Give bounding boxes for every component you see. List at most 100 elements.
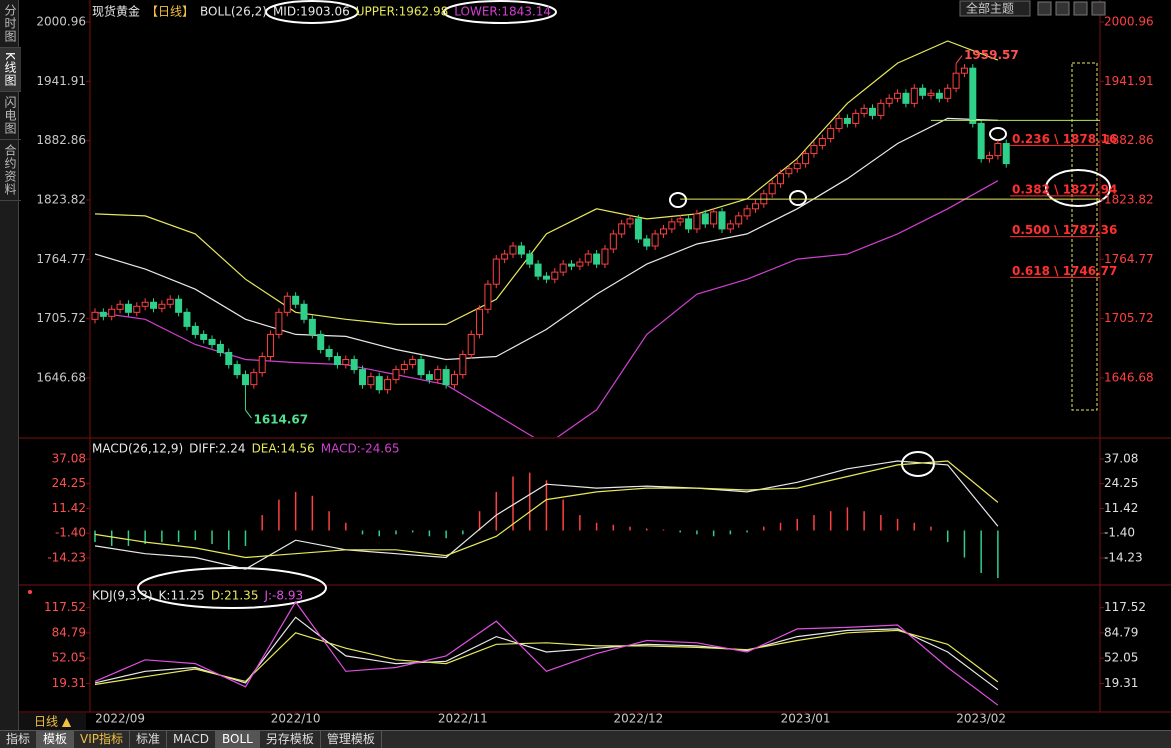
candle-body	[952, 72, 960, 89]
candle-body	[258, 356, 266, 374]
candle-body	[802, 153, 810, 165]
sidebar-tab[interactable]: 闪电图	[0, 92, 21, 140]
indicator-line	[94, 460, 999, 570]
candle-body	[116, 303, 124, 310]
candle-body	[308, 318, 316, 335]
candle-body	[225, 352, 233, 366]
annotation-pointer	[245, 409, 252, 419]
panel-header: DEA:14.56	[252, 442, 315, 456]
candle-body	[342, 359, 350, 366]
tool-button[interactable]	[1037, 1, 1052, 16]
candle-body	[977, 122, 985, 160]
candle-body	[108, 308, 116, 317]
candle-body	[467, 333, 475, 356]
toolbar-tab[interactable]: 标准	[130, 731, 168, 748]
panel-header: D:21.35	[211, 589, 259, 603]
panel-header: KDJ(9,3,3)	[92, 589, 153, 603]
candle-body	[894, 92, 902, 99]
candle-body	[133, 305, 141, 313]
x-tick-label: 2022/10	[271, 712, 321, 726]
toolbar-tab[interactable]: VIP指标	[74, 731, 131, 748]
candle-body	[701, 213, 709, 225]
tool-button[interactable]	[1055, 1, 1070, 16]
sidebar-tab[interactable]: 分时图	[0, 0, 21, 48]
candle-body	[450, 374, 458, 386]
candle-body	[576, 261, 584, 267]
candle-body	[375, 376, 383, 391]
theme-label: 全部主题	[966, 1, 1014, 16]
panel-header: BOLL(26,2)	[200, 5, 267, 19]
candle-body	[425, 374, 433, 381]
highlight-ellipse	[789, 190, 807, 206]
toolbar-tab[interactable]: 另存模板	[260, 731, 321, 748]
fib-label: 0.500 \ 1787.36	[1012, 223, 1117, 237]
candle-body	[910, 87, 918, 104]
y-tick-label: 24.25	[1104, 476, 1138, 490]
candle-body	[241, 374, 249, 386]
candle-body	[233, 364, 241, 376]
candle-body	[768, 183, 776, 195]
indicator-line	[94, 460, 999, 559]
candle-body	[618, 223, 626, 235]
toolbar-tab[interactable]: 管理模板	[321, 731, 382, 748]
sidebar-tab[interactable]: 合约资料	[0, 140, 21, 201]
candle-body	[484, 283, 492, 310]
toolbar-tab[interactable]: 指标	[0, 731, 38, 748]
candle-body	[584, 253, 592, 263]
candle-body	[200, 333, 208, 340]
chart: 全部主题 日线 ▲ 2000.96 2000.96 1941.91 1941.91 18…	[18, 0, 1171, 730]
y-tick-label: 37.08	[52, 451, 86, 465]
candle-body	[191, 325, 199, 335]
candle-body	[542, 275, 550, 280]
candle-body	[392, 369, 400, 381]
candle-body	[659, 228, 667, 235]
candle-body	[718, 211, 726, 230]
candle-body	[885, 97, 893, 104]
candle-body	[91, 311, 99, 320]
tool-button[interactable]	[1091, 1, 1106, 16]
toolbar-tab[interactable]: MACD	[167, 731, 217, 748]
candle-body	[944, 87, 952, 99]
candle-body	[919, 87, 927, 96]
toolbar-tab[interactable]: 模板	[37, 731, 75, 748]
candle-body	[384, 379, 392, 391]
candle-body	[1002, 143, 1010, 165]
tool-button[interactable]	[1073, 1, 1088, 16]
annotation-label: 1959.57	[964, 48, 1019, 62]
y-tick-label: 52.05	[52, 651, 86, 665]
y-tick-label: 84.79	[52, 625, 86, 639]
panel-header: MACD:-24.65	[321, 442, 400, 456]
panel-header: DIFF:2.24	[189, 442, 245, 456]
y-tick-label: 1705.72	[1104, 311, 1154, 325]
candle-body	[350, 359, 358, 371]
y-tick-label: 2000.96	[36, 14, 86, 28]
candle-body	[693, 213, 701, 230]
histogram	[94, 472, 999, 579]
candle-body	[476, 308, 484, 335]
candle-body	[359, 369, 367, 386]
candle-body	[517, 245, 525, 255]
toolbar-tab[interactable]: BOLL	[216, 731, 260, 748]
y-tick-label: 1764.77	[1104, 252, 1154, 266]
sidebar-tab[interactable]: K线图	[0, 48, 21, 92]
y-tick-label: -14.23	[47, 550, 86, 564]
candle-body	[852, 112, 860, 124]
x-tick-label: 2022/09	[95, 712, 145, 726]
bottom-toolbar: 指标 模板 VIP指标 标准 MACD BOLL 另存模板 管理模板	[0, 730, 1171, 748]
candle-body	[492, 258, 500, 285]
theme-dropdown[interactable]	[959, 0, 1031, 17]
indicator-line	[94, 629, 999, 686]
candle-body	[275, 311, 283, 335]
candle-body	[609, 233, 617, 250]
y-tick-label: 84.79	[1104, 625, 1138, 639]
candle-body	[960, 67, 968, 74]
candle-body	[250, 372, 258, 386]
period-tab[interactable]: 日线 ▲	[34, 715, 72, 729]
y-tick-label: 2000.96	[1104, 14, 1154, 28]
highlight-ellipse	[989, 127, 1007, 141]
candle-body	[333, 356, 341, 366]
y-tick-label: 1823.82	[1104, 192, 1154, 206]
y-tick-label: 52.05	[1104, 651, 1138, 665]
panel-header: 现货黄金	[92, 4, 140, 19]
candle-body	[400, 364, 408, 371]
